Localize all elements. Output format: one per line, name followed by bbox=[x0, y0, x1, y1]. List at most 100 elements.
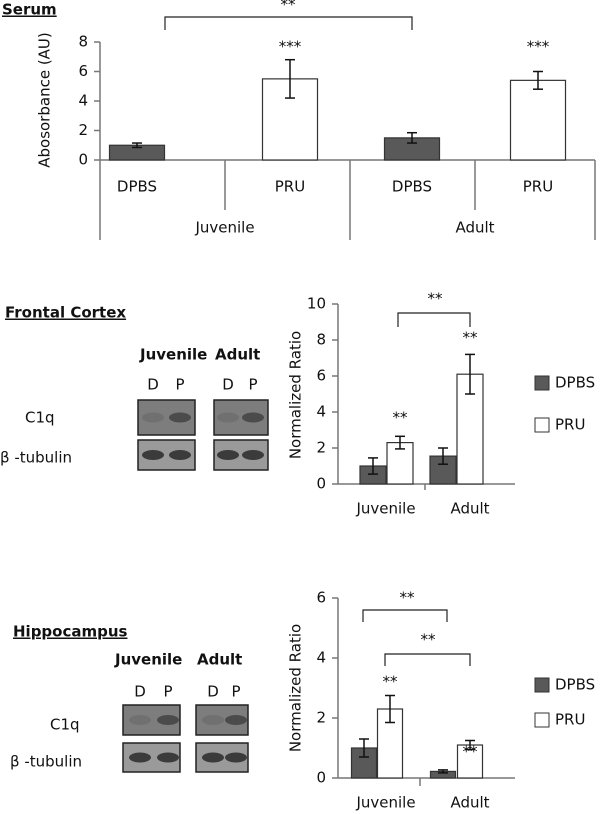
x-tick-label: Adult bbox=[450, 794, 489, 812]
y-tick-label: 4 bbox=[316, 403, 326, 421]
blot-band bbox=[129, 715, 151, 725]
y-tick-label: 6 bbox=[316, 589, 326, 607]
legend-label: DPBS bbox=[555, 676, 595, 694]
significance-label: *** bbox=[279, 38, 302, 56]
y-tick-label: 2 bbox=[316, 439, 326, 457]
blot-lane: P bbox=[175, 376, 184, 394]
blot-band bbox=[225, 715, 247, 725]
blot-band bbox=[169, 450, 191, 460]
significance-label: ** bbox=[463, 329, 479, 347]
blot-row-label: C1q bbox=[50, 716, 80, 734]
blot-row-label: β -tubulin bbox=[10, 753, 82, 771]
blot-band bbox=[157, 752, 179, 763]
y-tick-label: 4 bbox=[78, 92, 88, 110]
significance-label: ** bbox=[281, 0, 297, 14]
bar bbox=[456, 744, 484, 779]
error-bar bbox=[438, 769, 448, 774]
significance-bracket bbox=[397, 312, 471, 327]
panel-title: Serum bbox=[2, 1, 57, 19]
x-tick-label: Juvenile bbox=[355, 794, 415, 812]
error-bar bbox=[368, 457, 378, 475]
y-axis-label: Abosorbance (AU) bbox=[36, 32, 54, 168]
significance-label: ** bbox=[393, 409, 409, 427]
blot-lane: P bbox=[163, 683, 172, 701]
blot-band bbox=[129, 752, 151, 763]
significance-bracket bbox=[164, 16, 413, 30]
x-tick-label: DPBS bbox=[392, 178, 432, 196]
blot-band bbox=[242, 412, 264, 423]
legend-label: PRU bbox=[555, 416, 585, 434]
blot-band bbox=[217, 450, 239, 460]
blot-lane: D bbox=[147, 376, 159, 394]
legend-label: DPBS bbox=[555, 374, 595, 392]
y-tick-label: 6 bbox=[316, 367, 326, 385]
blot-band bbox=[242, 450, 264, 460]
significance-label: ** bbox=[463, 743, 479, 761]
error-bar bbox=[533, 70, 543, 90]
y-tick-label: 2 bbox=[78, 121, 88, 139]
blot-band bbox=[225, 752, 247, 763]
blot-band bbox=[157, 715, 179, 725]
bar bbox=[386, 442, 414, 485]
y-tick-label: 6 bbox=[78, 62, 88, 80]
group-label: Juvenile bbox=[194, 219, 254, 237]
group-label: Adult bbox=[455, 219, 494, 237]
x-tick-label: Juvenile bbox=[355, 500, 415, 518]
blot-band bbox=[202, 715, 224, 725]
y-axis-label: Normalized Ratio bbox=[287, 624, 305, 752]
y-tick-label: 0 bbox=[316, 769, 326, 787]
legend-swatch bbox=[534, 417, 550, 433]
error-bar bbox=[407, 131, 417, 144]
y-tick-label: 0 bbox=[316, 475, 326, 493]
y-tick-label: 8 bbox=[78, 33, 88, 51]
bar bbox=[509, 79, 567, 161]
error-bar bbox=[359, 738, 369, 758]
y-tick-label: 4 bbox=[316, 649, 326, 667]
blot-lane: P bbox=[231, 683, 240, 701]
blot-group: Juvenile bbox=[114, 651, 182, 669]
blot-band bbox=[142, 450, 164, 460]
error-bar bbox=[285, 58, 295, 99]
x-tick-label: Adult bbox=[450, 500, 489, 518]
significance-bracket bbox=[362, 609, 448, 622]
blot-band bbox=[217, 412, 239, 423]
error-bar bbox=[465, 353, 475, 395]
blot-band bbox=[202, 752, 224, 763]
error-bar bbox=[395, 435, 405, 450]
legend-swatch bbox=[534, 677, 550, 693]
significance-bracket bbox=[384, 653, 471, 666]
y-tick-label: 10 bbox=[307, 295, 326, 313]
x-tick-label: PRU bbox=[275, 178, 305, 196]
y-tick-label: 0 bbox=[78, 151, 88, 169]
x-tick-label: DPBS bbox=[117, 178, 157, 196]
y-tick-label: 2 bbox=[316, 709, 326, 727]
significance-label: ** bbox=[383, 673, 399, 691]
blot-band bbox=[169, 412, 191, 423]
blot-lane: D bbox=[207, 683, 219, 701]
blot-lane: D bbox=[134, 683, 146, 701]
error-bar bbox=[132, 142, 142, 149]
blot-group: Adult bbox=[215, 346, 260, 364]
legend-swatch bbox=[534, 375, 550, 391]
blot-lane: D bbox=[222, 376, 234, 394]
blot-row-label: C1q bbox=[25, 409, 55, 427]
blot-lane: P bbox=[248, 376, 257, 394]
significance-label: ** bbox=[421, 631, 437, 649]
error-bar bbox=[438, 447, 448, 465]
error-bar bbox=[385, 694, 395, 724]
blot-group: Adult bbox=[197, 651, 242, 669]
panel-title: Hippocampus bbox=[13, 623, 128, 641]
x-tick-label: PRU bbox=[523, 178, 553, 196]
blot-group: Juvenile bbox=[139, 346, 207, 364]
significance-label: *** bbox=[527, 38, 550, 56]
error-bar bbox=[465, 739, 475, 751]
legend-swatch bbox=[534, 712, 550, 728]
y-axis-label: Normalized Ratio bbox=[287, 331, 305, 459]
significance-label: ** bbox=[428, 290, 444, 308]
legend-label: PRU bbox=[555, 711, 585, 729]
panel-title: Frontal Cortex bbox=[5, 304, 126, 322]
blot-row-label: β -tubulin bbox=[0, 449, 72, 467]
significance-label: ** bbox=[400, 589, 416, 607]
y-tick-label: 8 bbox=[316, 331, 326, 349]
